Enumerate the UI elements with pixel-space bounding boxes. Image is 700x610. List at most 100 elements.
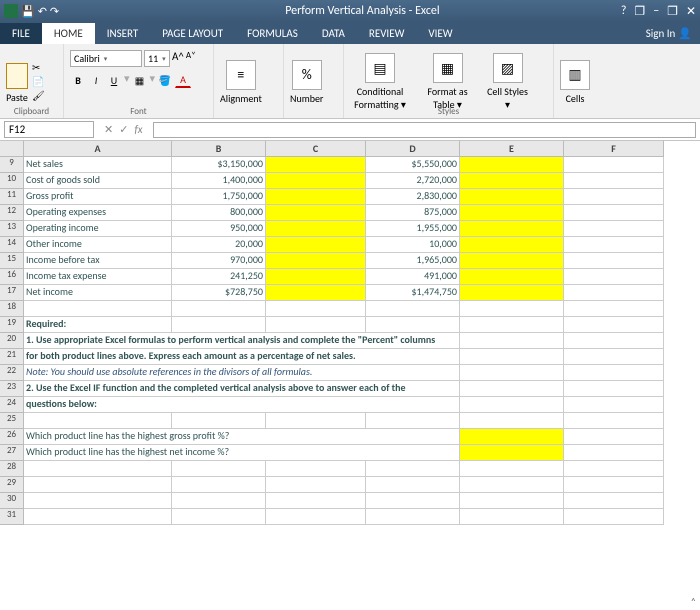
cell[interactable] bbox=[366, 317, 460, 333]
cell[interactable] bbox=[366, 413, 460, 429]
col-header[interactable]: F bbox=[564, 141, 664, 157]
cell[interactable] bbox=[564, 349, 664, 365]
cell[interactable] bbox=[564, 173, 664, 189]
fill-color-icon[interactable]: 🪣 bbox=[157, 72, 173, 88]
col-header[interactable]: D bbox=[366, 141, 460, 157]
cell[interactable]: 2,720,000 bbox=[366, 173, 460, 189]
cell[interactable] bbox=[460, 397, 564, 413]
row-header[interactable]: 25 bbox=[0, 413, 24, 429]
cell[interactable]: 241,250 bbox=[172, 269, 266, 285]
cell[interactable] bbox=[266, 301, 366, 317]
row-header[interactable]: 26 bbox=[0, 429, 24, 445]
cell[interactable] bbox=[266, 285, 366, 301]
cell[interactable]: 20,000 bbox=[172, 237, 266, 253]
cell[interactable] bbox=[564, 157, 664, 173]
row-header[interactable]: 23 bbox=[0, 381, 24, 397]
cell[interactable] bbox=[172, 477, 266, 493]
tab-home[interactable]: HOME bbox=[42, 23, 95, 44]
cell[interactable]: $728,750 bbox=[172, 285, 266, 301]
cell[interactable] bbox=[460, 253, 564, 269]
painter-icon[interactable]: 🖌 bbox=[32, 89, 45, 102]
tab-review[interactable]: REVIEW bbox=[357, 23, 417, 44]
cell[interactable] bbox=[460, 333, 564, 349]
format-as-table-button[interactable]: ▦Format as Table ▾ bbox=[420, 51, 475, 111]
number-button[interactable]: %Number bbox=[290, 58, 323, 105]
cell[interactable] bbox=[266, 269, 366, 285]
cell[interactable] bbox=[564, 397, 664, 413]
cell[interactable] bbox=[564, 333, 664, 349]
cell[interactable]: Which product line has the highest gross… bbox=[24, 429, 460, 445]
cell[interactable] bbox=[460, 317, 564, 333]
font-size-combo[interactable]: 11 bbox=[144, 50, 170, 67]
cell[interactable] bbox=[266, 317, 366, 333]
cancel-fx-icon[interactable]: ✕ bbox=[104, 123, 113, 136]
cell[interactable]: Required: bbox=[24, 317, 172, 333]
undo-icon[interactable]: ↶ bbox=[38, 5, 47, 18]
row-header[interactable]: 31 bbox=[0, 509, 24, 525]
cell[interactable] bbox=[460, 205, 564, 221]
cell[interactable] bbox=[564, 317, 664, 333]
cell[interactable]: Other income bbox=[24, 237, 172, 253]
cell[interactable] bbox=[460, 269, 564, 285]
cell[interactable] bbox=[564, 445, 664, 461]
borders-icon[interactable]: ▦ bbox=[132, 72, 148, 88]
row-header[interactable]: 16 bbox=[0, 269, 24, 285]
cell[interactable] bbox=[460, 301, 564, 317]
cell[interactable]: 950,000 bbox=[172, 221, 266, 237]
ribbon-opts-icon[interactable]: ❐ bbox=[634, 4, 645, 19]
cell[interactable]: Net sales bbox=[24, 157, 172, 173]
paste-button[interactable]: Paste bbox=[6, 59, 28, 104]
cell[interactable] bbox=[564, 413, 664, 429]
row-header[interactable]: 10 bbox=[0, 173, 24, 189]
tab-insert[interactable]: INSERT bbox=[95, 23, 151, 44]
cell[interactable] bbox=[266, 477, 366, 493]
row-header[interactable]: 15 bbox=[0, 253, 24, 269]
alignment-button[interactable]: ≡Alignment bbox=[220, 58, 262, 105]
cell[interactable] bbox=[266, 493, 366, 509]
cell[interactable]: $3,150,000 bbox=[172, 157, 266, 173]
cell[interactable] bbox=[266, 157, 366, 173]
cell[interactable] bbox=[460, 237, 564, 253]
cell[interactable]: 491,000 bbox=[366, 269, 460, 285]
cell[interactable] bbox=[564, 285, 664, 301]
cell[interactable] bbox=[564, 269, 664, 285]
cell[interactable] bbox=[460, 349, 564, 365]
font-name-combo[interactable]: Calibri bbox=[70, 50, 142, 67]
cell[interactable] bbox=[366, 477, 460, 493]
cell[interactable] bbox=[266, 509, 366, 525]
cell[interactable]: 800,000 bbox=[172, 205, 266, 221]
row-header[interactable]: 19 bbox=[0, 317, 24, 333]
select-all-corner[interactable] bbox=[0, 141, 24, 157]
cell[interactable] bbox=[460, 493, 564, 509]
cell[interactable] bbox=[564, 301, 664, 317]
redo-icon[interactable]: ↷ bbox=[50, 5, 59, 18]
cell[interactable]: Net income bbox=[24, 285, 172, 301]
cell[interactable] bbox=[366, 301, 460, 317]
cell[interactable]: 1,955,000 bbox=[366, 221, 460, 237]
cell[interactable] bbox=[24, 301, 172, 317]
cell[interactable] bbox=[172, 461, 266, 477]
cell[interactable] bbox=[460, 413, 564, 429]
cell[interactable] bbox=[460, 509, 564, 525]
cell[interactable] bbox=[460, 429, 564, 445]
cell[interactable] bbox=[564, 461, 664, 477]
cell[interactable]: for both product lines above. Express ea… bbox=[24, 349, 460, 365]
row-header[interactable]: 18 bbox=[0, 301, 24, 317]
cell[interactable] bbox=[172, 413, 266, 429]
cell[interactable] bbox=[24, 509, 172, 525]
row-header[interactable]: 20 bbox=[0, 333, 24, 349]
cut-icon[interactable]: ✂ bbox=[32, 61, 45, 74]
tab-file[interactable]: FILE bbox=[0, 23, 42, 44]
cell[interactable] bbox=[460, 189, 564, 205]
sign-in[interactable]: Sign In👤 bbox=[638, 23, 700, 44]
cell[interactable] bbox=[366, 493, 460, 509]
help-icon[interactable]: ? bbox=[621, 4, 627, 18]
enter-fx-icon[interactable]: ✓ bbox=[119, 123, 128, 136]
row-header[interactable]: 11 bbox=[0, 189, 24, 205]
save-icon[interactable]: 💾 bbox=[21, 5, 35, 18]
shrink-font-icon[interactable]: A˅ bbox=[186, 50, 196, 67]
cell[interactable]: Note: You should use absolute references… bbox=[24, 365, 460, 381]
cell[interactable]: Income tax expense bbox=[24, 269, 172, 285]
grow-font-icon[interactable]: A^ bbox=[172, 50, 184, 67]
cell[interactable]: Operating expenses bbox=[24, 205, 172, 221]
